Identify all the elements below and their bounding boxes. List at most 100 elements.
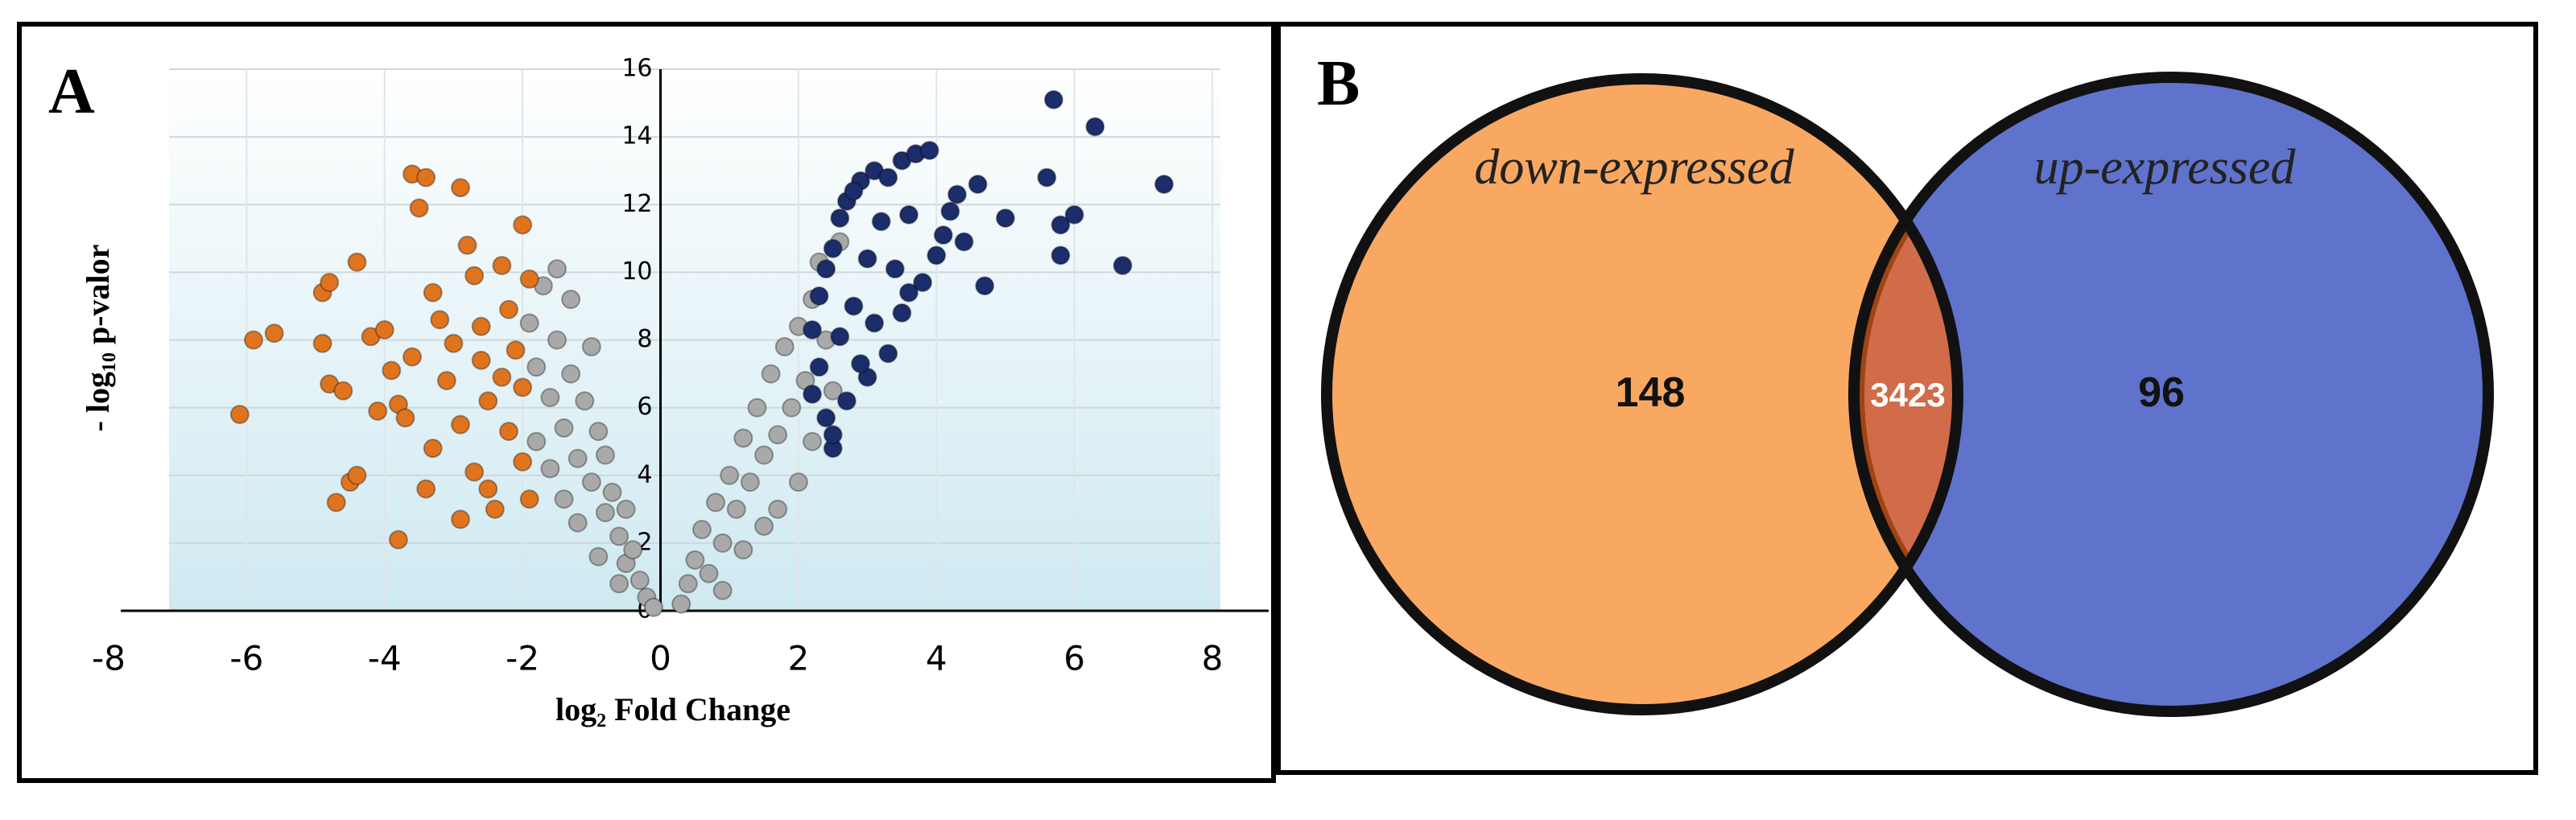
point (823, 425, 843, 445)
point (968, 175, 988, 195)
point (312, 333, 332, 353)
point (803, 384, 823, 404)
point (478, 391, 498, 411)
point (451, 414, 471, 435)
y-tick-label: 16 (621, 55, 652, 83)
point (733, 428, 753, 448)
point (830, 327, 850, 347)
point (1085, 117, 1105, 137)
point (774, 336, 795, 356)
point (402, 347, 423, 367)
point (933, 225, 953, 245)
point (1154, 175, 1174, 195)
point (975, 276, 995, 296)
point (691, 520, 712, 540)
point (492, 367, 512, 387)
point (733, 540, 753, 560)
point (1064, 204, 1084, 225)
set-outline (1321, 73, 1963, 715)
point (506, 340, 526, 361)
point (823, 381, 843, 401)
point (451, 178, 471, 198)
point (464, 462, 485, 482)
point (712, 580, 733, 600)
point (513, 215, 533, 235)
x-tick-label: -6 (229, 639, 263, 678)
point (878, 167, 898, 187)
point (554, 418, 574, 438)
set-outline (1848, 72, 2494, 717)
set-count: 96 (2138, 369, 2185, 416)
point (430, 310, 450, 330)
point (547, 330, 567, 350)
point (782, 398, 802, 418)
point (830, 208, 850, 229)
point (519, 489, 539, 509)
point (947, 184, 967, 204)
point (243, 330, 263, 350)
point (720, 465, 740, 485)
point (844, 296, 864, 316)
point (878, 344, 898, 364)
point (609, 526, 630, 546)
point (409, 198, 429, 218)
point (602, 482, 622, 502)
x-tick-label: 2 (788, 639, 810, 678)
y-axis-label: - log₁₀ p-valor (80, 245, 116, 432)
point (388, 529, 408, 550)
point (678, 574, 698, 594)
y-tick-label: 12 (621, 190, 652, 218)
point (264, 323, 284, 344)
point (885, 259, 905, 279)
point (540, 388, 560, 408)
point (416, 479, 436, 499)
panel-label: A (48, 56, 95, 127)
point (320, 272, 340, 292)
point (865, 313, 885, 333)
x-axis-label: log₂ Fold Change (555, 691, 791, 727)
point (513, 377, 533, 398)
point (940, 201, 960, 221)
point (436, 370, 456, 390)
point (1113, 255, 1133, 275)
point (630, 571, 650, 591)
point (768, 425, 788, 445)
point (898, 282, 919, 303)
point (1051, 215, 1071, 235)
point (761, 364, 781, 384)
point (803, 319, 823, 340)
point (712, 533, 733, 553)
point (581, 336, 601, 356)
point (754, 516, 774, 536)
point (1043, 89, 1063, 109)
point (575, 391, 595, 411)
point (595, 445, 615, 465)
point (416, 167, 436, 187)
x-tick-label: -8 (92, 639, 126, 678)
point (519, 313, 539, 333)
point (643, 597, 663, 617)
y-tick-label: 4 (637, 460, 652, 488)
point (568, 448, 588, 468)
point (740, 472, 760, 492)
point (919, 140, 939, 160)
set-label: down-expressed (1474, 140, 1794, 195)
point (526, 431, 547, 451)
point (913, 272, 933, 292)
point (526, 357, 547, 377)
point (768, 499, 788, 519)
point (588, 546, 609, 567)
y-tick-label: 14 (621, 122, 652, 150)
point (464, 266, 485, 286)
point (816, 259, 836, 279)
point (368, 401, 388, 421)
point (229, 405, 250, 425)
set-circle (1854, 77, 2488, 711)
point (623, 540, 643, 560)
point (588, 422, 609, 442)
point (471, 316, 491, 336)
point (423, 282, 443, 303)
point (595, 503, 615, 523)
